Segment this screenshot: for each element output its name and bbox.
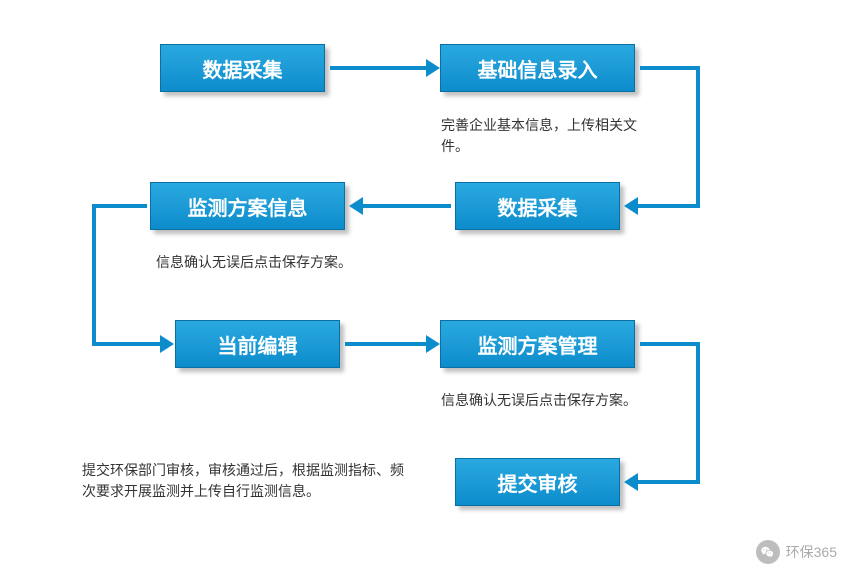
flow-node-submit-review: 提交审核 <box>455 458 620 506</box>
arrow-line <box>92 204 147 208</box>
arrow-line <box>92 342 160 346</box>
arrow-head-icon <box>624 197 638 215</box>
arrow-line <box>638 480 700 484</box>
watermark: 环保365 <box>756 540 837 564</box>
arrow-line <box>92 204 96 344</box>
flow-node-plan-manage: 监测方案管理 <box>440 320 635 368</box>
flow-node-plan-info: 监测方案信息 <box>150 182 345 230</box>
desc-submit: 提交环保部门审核，审核通过后，根据监测指标、频次要求开展监测并上传自行监测信息。 <box>82 460 412 502</box>
watermark-text: 环保365 <box>786 542 837 562</box>
node-label: 监测方案管理 <box>478 330 598 359</box>
arrow-line <box>345 342 426 346</box>
desc-plan-info: 信息确认无误后点击保存方案。 <box>156 252 396 273</box>
arrow-head-icon <box>160 335 174 353</box>
flow-node-data-collect-1: 数据采集 <box>160 44 325 92</box>
node-label: 数据采集 <box>203 54 283 83</box>
desc-plan-manage: 信息确认无误后点击保存方案。 <box>441 390 681 411</box>
arrow-head-icon <box>349 197 363 215</box>
arrow-line <box>363 204 451 208</box>
arrow-line <box>640 66 700 70</box>
desc-basic-info: 完善企业基本信息，上传相关文件。 <box>441 115 651 157</box>
node-label: 提交审核 <box>498 468 578 497</box>
node-label: 基础信息录入 <box>478 54 598 83</box>
arrow-line <box>638 204 700 208</box>
flow-node-basic-info: 基础信息录入 <box>440 44 635 92</box>
node-label: 当前编辑 <box>218 330 298 359</box>
arrow-line <box>696 342 700 482</box>
arrow-line <box>640 342 700 346</box>
arrow-line <box>696 66 700 206</box>
node-label: 监测方案信息 <box>188 192 308 221</box>
node-label: 数据采集 <box>498 192 578 221</box>
arrow-line <box>330 66 426 70</box>
wechat-icon <box>756 540 780 564</box>
arrow-head-icon <box>426 335 440 353</box>
arrow-head-icon <box>624 473 638 491</box>
arrow-head-icon <box>426 59 440 77</box>
flow-node-data-collect-2: 数据采集 <box>455 182 620 230</box>
flow-node-current-edit: 当前编辑 <box>175 320 340 368</box>
